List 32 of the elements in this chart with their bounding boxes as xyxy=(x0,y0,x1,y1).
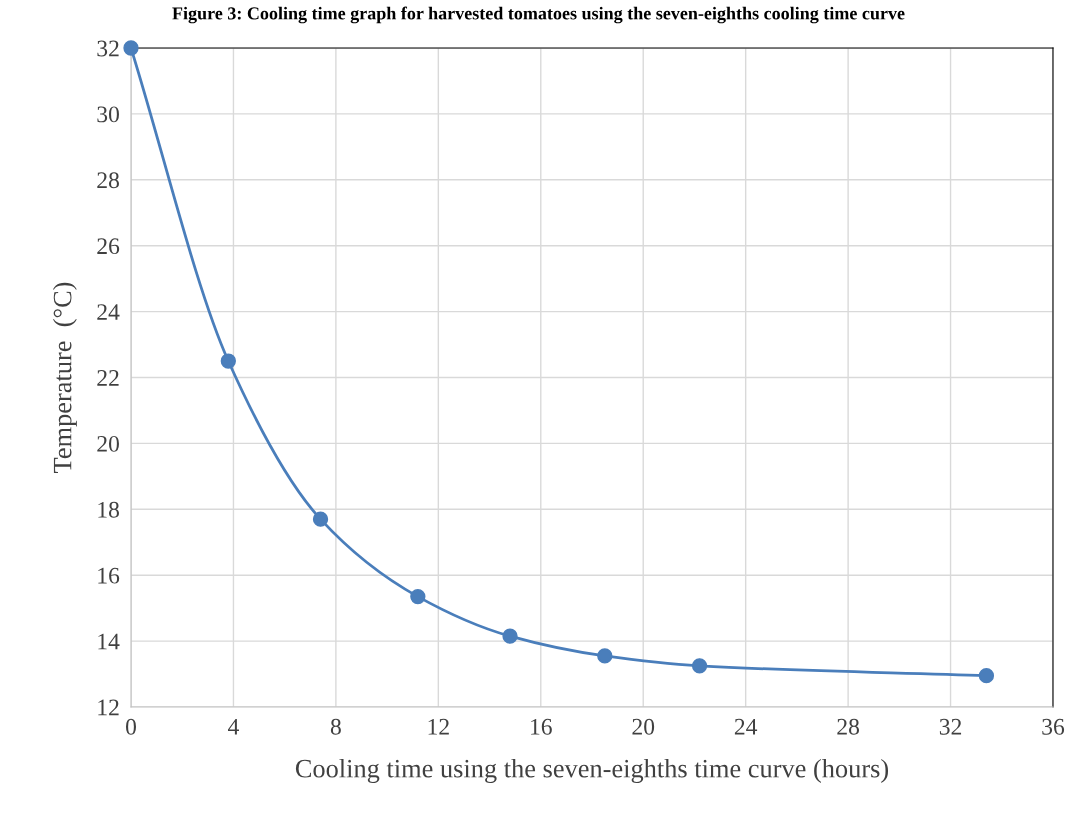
y-tick-label: 32 xyxy=(97,40,119,57)
x-tick-label: 0 xyxy=(126,718,136,735)
x-tick-label: 36 xyxy=(1042,718,1065,735)
y-tick-label: 22 xyxy=(97,370,119,386)
y-tick-label: 18 xyxy=(98,501,119,518)
point xyxy=(502,628,518,644)
x-tick-label: 4 xyxy=(228,718,239,735)
y-tick-label: 16 xyxy=(98,567,120,584)
x-tick-label: 32 xyxy=(939,718,962,735)
point xyxy=(312,511,329,527)
point xyxy=(123,40,139,56)
y-tick-label: 26 xyxy=(97,238,120,255)
point xyxy=(410,588,426,605)
x-tick-label: 20 xyxy=(632,718,655,735)
y-tick-label: 20 xyxy=(97,435,119,452)
chart-title: Figure 3: Cooling time graph for harvested tomatoes using the seven-eighths cooling time curve xyxy=(172,6,905,24)
x-tick-label: 24 xyxy=(734,718,758,735)
point xyxy=(597,648,613,664)
y-axis-title: Temperature (°C) xyxy=(52,282,77,473)
x-tick-label: 8 xyxy=(330,718,341,735)
x-tick-label: 16 xyxy=(531,718,552,735)
y-tick-label: 14 xyxy=(98,633,120,650)
x-tick-label: 12 xyxy=(428,718,449,735)
point xyxy=(691,658,708,674)
y-tick-label: 28 xyxy=(97,172,119,189)
x-tick-label: 28 xyxy=(837,718,860,735)
x-axis-title: Cooling time using the seven-eighths time curve (hours) xyxy=(295,758,889,783)
point xyxy=(978,668,995,684)
y-tick-label: 12 xyxy=(98,699,119,716)
y-tick-label: 30 xyxy=(97,106,119,123)
point xyxy=(220,353,236,369)
y-tick-label: 24 xyxy=(97,304,120,320)
